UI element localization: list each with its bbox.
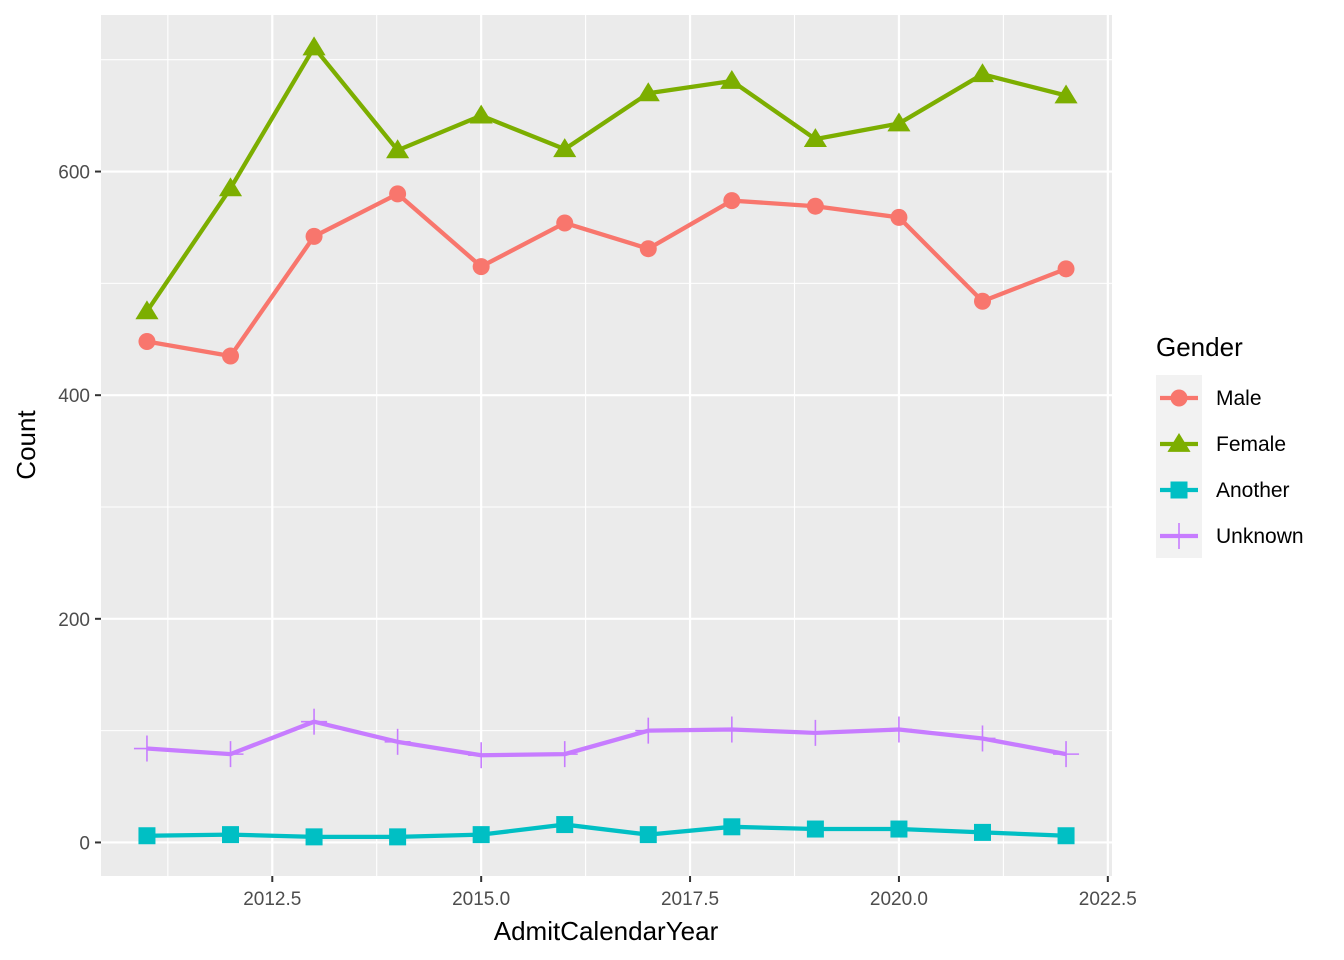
y-tick-label: 200 <box>58 610 90 631</box>
data-point-male <box>1057 260 1075 278</box>
legend: Gender Male Female Another Unknown <box>1156 332 1304 558</box>
data-point-female <box>803 128 827 148</box>
data-point-another <box>222 826 240 844</box>
data-point-female <box>386 139 410 159</box>
data-point-female <box>218 177 243 197</box>
series-line-male <box>146 191 1067 359</box>
data-point-female <box>970 63 995 83</box>
y-axis-title: Count <box>11 410 41 480</box>
data-point-male <box>389 185 407 203</box>
data-point-unknown <box>133 735 160 762</box>
data-point-female <box>887 112 911 132</box>
series-line-female <box>145 45 1067 313</box>
data-point-female <box>553 138 577 158</box>
data-point-another <box>138 827 156 845</box>
legend-marker-unknown <box>1166 523 1192 549</box>
data-point-female <box>1054 84 1078 104</box>
data-point-male <box>472 258 490 276</box>
x-tick-label: 2015.0 <box>452 889 510 910</box>
y-axis: 0 200 400 600 <box>58 163 101 854</box>
data-point-unknown <box>301 708 328 735</box>
data-point-another <box>305 828 323 846</box>
data-point-unknown <box>551 741 578 768</box>
data-point-female <box>636 82 660 102</box>
legend-title: Gender <box>1156 332 1243 362</box>
legend-item-unknown: Unknown <box>1160 523 1304 549</box>
series-female <box>135 36 1078 320</box>
series-another <box>138 816 1075 846</box>
data-point-male <box>222 347 240 365</box>
legend-label-male: Male <box>1216 387 1262 410</box>
data-point-unknown <box>802 719 829 746</box>
data-point-another <box>890 820 908 838</box>
data-point-another <box>1057 827 1075 845</box>
data-point-female <box>469 104 493 124</box>
legend-label-unknown: Unknown <box>1216 525 1304 548</box>
legend-label-another: Another <box>1216 479 1290 502</box>
data-point-another <box>639 826 657 844</box>
x-tick-label: 2022.5 <box>1079 889 1137 910</box>
data-point-another <box>723 818 741 836</box>
data-point-male <box>138 333 156 351</box>
data-point-unknown <box>468 742 495 769</box>
legend-item-male: Male <box>1160 387 1262 410</box>
series-unknown <box>133 708 1080 769</box>
series-line-unknown <box>146 719 1067 758</box>
data-point-male <box>723 192 741 210</box>
data-point-another <box>472 826 490 844</box>
x-axis-title: AdmitCalendarYear <box>494 916 719 946</box>
data-point-male <box>890 208 908 226</box>
legend-marker-female <box>1167 433 1191 452</box>
data-point-female <box>720 69 744 89</box>
legend-label-female: Female <box>1216 433 1286 456</box>
data-point-unknown <box>635 717 662 744</box>
legend-item-female: Female <box>1160 433 1286 456</box>
x-tick-label: 2020.0 <box>870 889 928 910</box>
series-line-another <box>146 822 1067 840</box>
data-point-male <box>305 227 323 245</box>
data-point-unknown <box>885 716 912 743</box>
series-layer <box>133 36 1080 846</box>
series-male <box>138 185 1075 365</box>
data-point-unknown <box>384 728 411 755</box>
data-point-unknown <box>718 716 745 743</box>
data-point-female <box>302 36 326 56</box>
x-tick-label: 2012.5 <box>243 889 301 910</box>
data-point-another <box>389 828 407 846</box>
data-point-male <box>973 292 991 310</box>
data-point-male <box>556 214 574 232</box>
data-point-male <box>806 197 824 215</box>
y-tick-label: 400 <box>58 386 90 407</box>
y-tick-label: 600 <box>58 163 90 184</box>
x-axis: 2012.5 2015.0 2017.5 2020.0 2022.5 <box>243 876 1137 910</box>
data-point-another <box>973 823 991 841</box>
legend-marker-another <box>1170 481 1188 499</box>
grid-minor <box>101 15 1112 876</box>
data-point-unknown <box>1053 741 1080 768</box>
data-point-female <box>135 300 159 320</box>
y-tick-label: 0 <box>79 833 90 854</box>
data-point-unknown <box>217 741 244 768</box>
data-point-unknown <box>969 725 996 752</box>
x-tick-label: 2017.5 <box>661 889 719 910</box>
data-point-another <box>556 816 574 834</box>
grid-major <box>101 15 1112 876</box>
legend-item-another: Another <box>1160 479 1290 502</box>
data-point-another <box>806 820 824 838</box>
data-point-male <box>639 240 657 258</box>
legend-marker-male <box>1170 389 1188 407</box>
